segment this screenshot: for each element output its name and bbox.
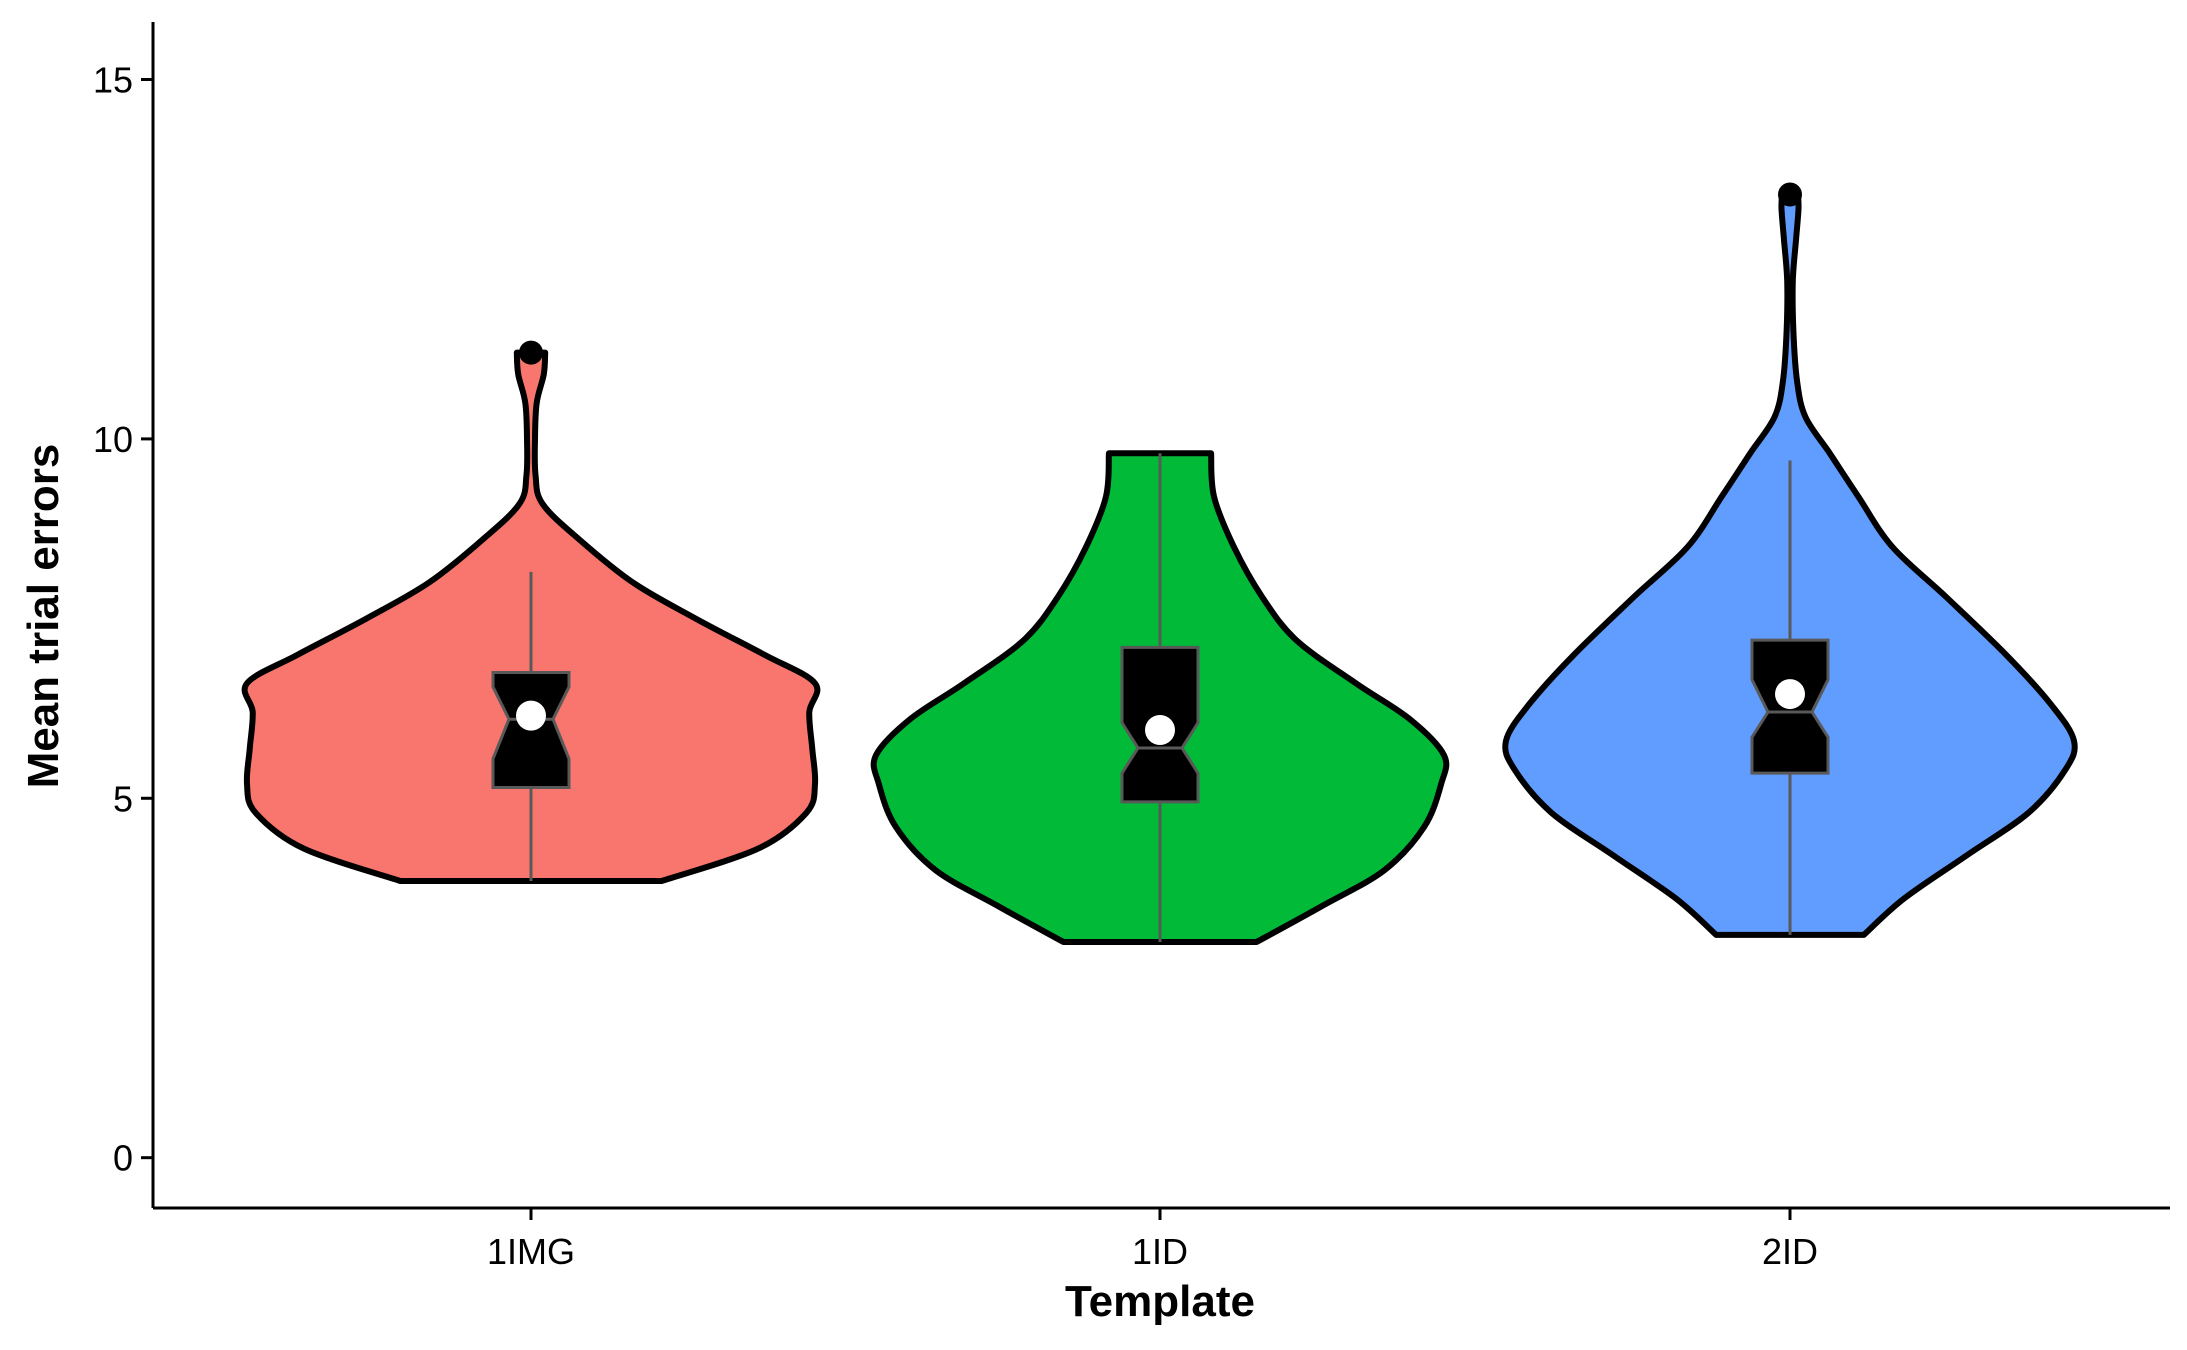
violins-layer: [241, 182, 2078, 945]
mean-point-1IMG: [516, 700, 546, 731]
y-ticks: 0 5 10 15: [93, 60, 153, 1179]
outlier-point-2ID-0: [1778, 182, 1802, 207]
x-ticks: 1IMG 1ID 2ID: [487, 1208, 1818, 1272]
mean-point-2ID: [1775, 679, 1805, 710]
x-tick-label-1IMG: 1IMG: [487, 1231, 575, 1272]
x-tick-label-2ID: 2ID: [1762, 1231, 1818, 1272]
y-tick-label-5: 5: [113, 778, 133, 819]
violin-group-2ID: [1502, 182, 2078, 938]
y-axis-title: Mean trial errors: [19, 444, 68, 789]
violin-group-1ID: [870, 450, 1450, 945]
outlier-point-1IMG-0: [519, 340, 543, 365]
y-tick-label-15: 15: [93, 60, 133, 101]
violin-group-1IMG: [241, 340, 821, 884]
x-tick-label-1ID: 1ID: [1132, 1231, 1188, 1272]
y-tick-label-10: 10: [93, 419, 133, 460]
mean-point-1ID: [1145, 715, 1175, 746]
y-tick-label-0: 0: [113, 1138, 133, 1179]
x-axis-title: Template: [1065, 1277, 1255, 1326]
